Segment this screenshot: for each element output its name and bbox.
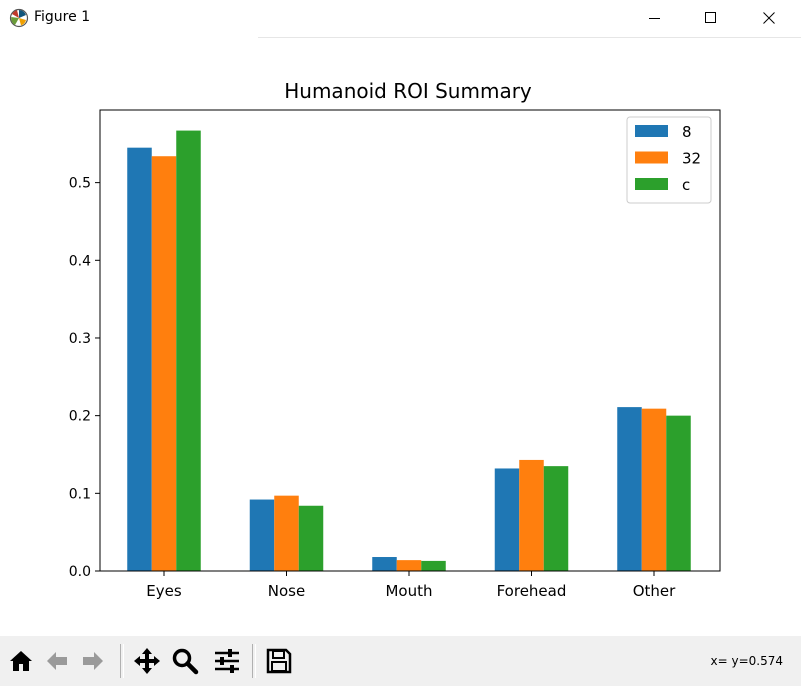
bar (519, 459, 544, 571)
window-title: Figure 1 (34, 9, 91, 25)
y-tick-label: 0.3 (69, 331, 91, 347)
y-tick-label: 0.1 (69, 486, 91, 502)
matplotlib-icon (9, 8, 29, 28)
legend-label: 32 (682, 150, 701, 168)
zoom-icon (172, 648, 199, 675)
pan-button[interactable] (130, 644, 164, 678)
bars-group (127, 130, 691, 572)
y-tick-label: 0.5 (69, 176, 91, 192)
close-button[interactable] (740, 0, 798, 36)
bar (127, 147, 152, 572)
move-icon (134, 648, 160, 674)
bar (176, 130, 201, 571)
legend-swatch (635, 178, 668, 190)
minimize-button[interactable] (626, 0, 684, 36)
figure-canvas[interactable]: Humanoid ROI Summary 0.0 0.1 0.2 0.3 0.4 0.5 … (0, 38, 801, 636)
title-bar: Figure 1 (0, 0, 801, 37)
bar-chart: Humanoid ROI Summary 0.00.10.20.30.40.5 … (69, 79, 721, 600)
legend-label: c (682, 176, 690, 194)
y-axis: 0.0 0.1 0.2 0.3 0.4 0.5 (69, 176, 100, 580)
minimize-icon (649, 18, 660, 19)
legend-swatch (635, 151, 668, 164)
home-button[interactable] (4, 644, 38, 678)
legend: 8 32 c (626, 116, 712, 204)
arrow-right-icon (83, 652, 103, 670)
maximize-button[interactable] (682, 0, 740, 36)
axes-frame (99, 109, 721, 572)
x-tick-label: Mouth (385, 582, 432, 600)
toolbar-separator (252, 644, 256, 678)
bar (666, 415, 691, 571)
x-tick-label: Eyes (146, 582, 182, 600)
y-tick-label: 0.0 (69, 564, 91, 580)
bar (396, 560, 422, 571)
forward-button[interactable] (76, 644, 110, 678)
bar (543, 466, 569, 571)
x-tick-label: Forehead (497, 582, 567, 600)
bar (494, 468, 520, 571)
y-tick-label: 0.2 (69, 409, 91, 425)
y-tick-label: 0.4 (69, 253, 91, 269)
save-icon (266, 648, 292, 674)
x-tick-label: Nose (268, 582, 305, 600)
x-axis: Eyes Nose Mouth Forehead Other (146, 571, 676, 600)
bar (151, 156, 177, 571)
configure-subplots-button[interactable] (210, 644, 244, 678)
close-icon (763, 12, 775, 24)
legend-swatch (635, 125, 668, 137)
home-icon (10, 651, 32, 671)
zoom-button[interactable] (168, 644, 202, 678)
chart-title: Humanoid ROI Summary (284, 79, 532, 103)
sliders-icon (215, 649, 239, 673)
bar (617, 407, 642, 571)
x-tick-label: Other (633, 582, 676, 600)
bar (274, 495, 299, 571)
toolbar-separator (120, 644, 124, 678)
maximize-icon (705, 12, 716, 23)
navigation-toolbar: x= y=0.574 (0, 636, 801, 686)
bar (421, 560, 446, 571)
legend-label: 8 (682, 123, 692, 141)
bar (641, 408, 667, 571)
back-button[interactable] (40, 644, 74, 678)
bar (372, 557, 397, 571)
save-button[interactable] (262, 644, 296, 678)
cursor-coordinates: x= y=0.574 (710, 654, 783, 668)
title-bar-divider (258, 37, 801, 38)
bar (249, 499, 275, 571)
bar (298, 505, 324, 571)
arrow-left-icon (47, 652, 67, 670)
